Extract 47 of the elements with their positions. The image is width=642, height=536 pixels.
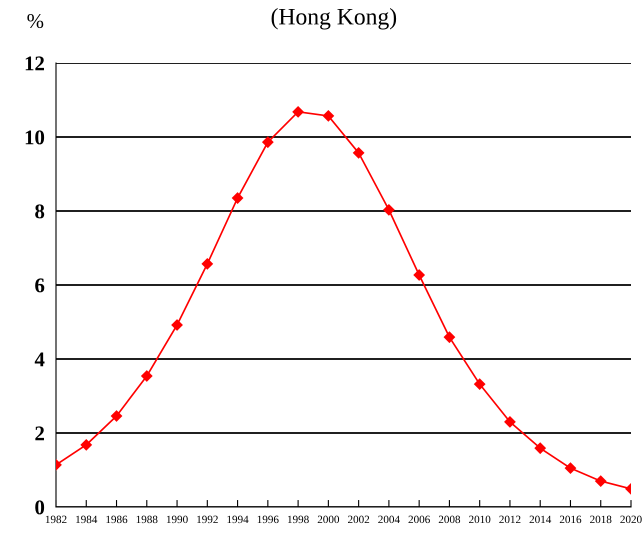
x-tick-label: 2010 bbox=[469, 516, 490, 524]
x-tick-label: 2006 bbox=[408, 516, 430, 524]
y-tick-label: 8 bbox=[35, 204, 44, 218]
x-tick-label: 2012 bbox=[499, 516, 520, 524]
point bbox=[262, 136, 274, 148]
x-tick-label: 1994 bbox=[227, 516, 249, 524]
point bbox=[232, 192, 244, 204]
y-tick-label: 2 bbox=[35, 426, 44, 440]
point bbox=[595, 475, 606, 487]
x-tick-label: 2020 bbox=[620, 516, 642, 524]
y-axis-title: % bbox=[27, 14, 44, 28]
x-tick-label: 2000 bbox=[318, 516, 340, 524]
x-tick-label: 1988 bbox=[136, 516, 158, 524]
x-tick-label: 2004 bbox=[378, 516, 400, 524]
x-tick-label: 1992 bbox=[197, 516, 218, 524]
point bbox=[322, 110, 334, 122]
point bbox=[474, 378, 486, 390]
point bbox=[110, 410, 122, 422]
x-tick-label: 1990 bbox=[166, 516, 188, 524]
point bbox=[171, 319, 183, 331]
point bbox=[414, 269, 425, 281]
y-tick-label: 10 bbox=[26, 130, 44, 144]
x-tick-label: 1996 bbox=[258, 516, 279, 524]
x-tick-label: 2018 bbox=[590, 516, 612, 524]
chart-title: (Hong Kong) bbox=[272, 8, 396, 30]
y-tick-label: 6 bbox=[35, 278, 44, 292]
x-tick-label: 1998 bbox=[288, 516, 309, 524]
x-tick-label: 1986 bbox=[106, 516, 128, 524]
x-tick-label: 2002 bbox=[348, 516, 370, 524]
point bbox=[202, 258, 213, 270]
y-tick-label: 0 bbox=[35, 500, 44, 514]
point bbox=[353, 147, 364, 159]
x-tick-label: 2016 bbox=[560, 516, 582, 524]
x-tick-label: 2014 bbox=[530, 516, 552, 524]
x-tick-label: 2008 bbox=[438, 516, 460, 524]
y-tick-label: 12 bbox=[26, 56, 44, 70]
x-tick-label: 1984 bbox=[76, 516, 98, 524]
point bbox=[504, 416, 516, 428]
x-tick-label: 1982 bbox=[46, 516, 66, 524]
point bbox=[534, 442, 546, 454]
point bbox=[80, 439, 92, 450]
y-tick-label: 4 bbox=[34, 352, 44, 366]
point bbox=[141, 370, 152, 382]
point bbox=[292, 106, 304, 118]
point bbox=[564, 462, 576, 474]
point bbox=[444, 332, 456, 343]
point bbox=[383, 204, 394, 216]
